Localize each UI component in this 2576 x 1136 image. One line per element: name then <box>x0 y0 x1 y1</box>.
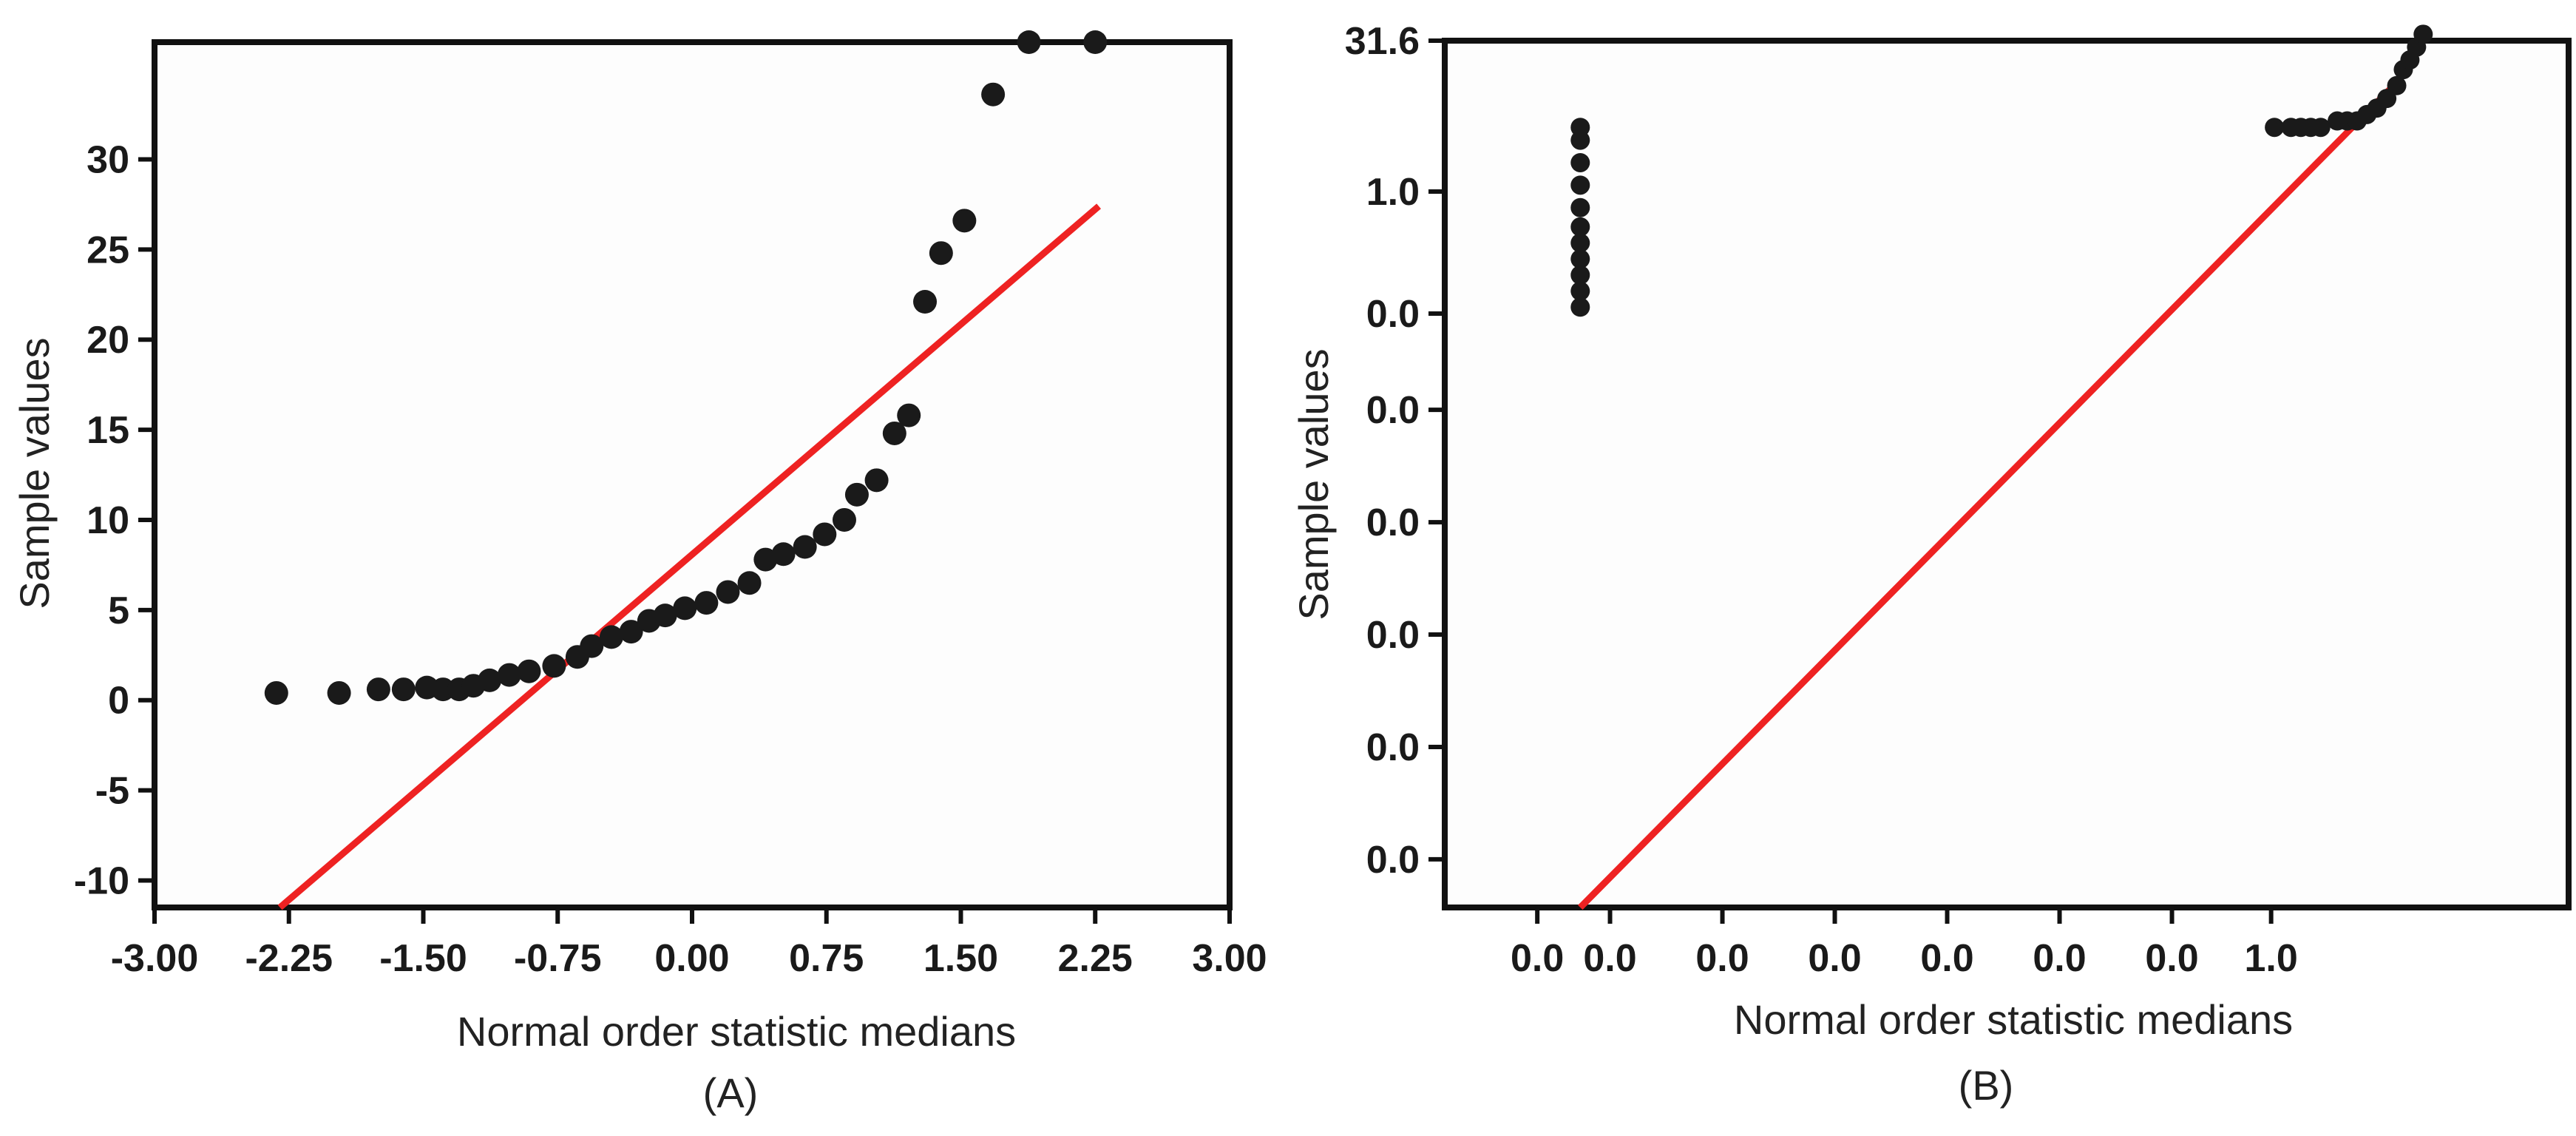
panel-b-data-point <box>1570 175 1590 195</box>
panel-a-data-point <box>929 241 953 266</box>
panel-b-reference-line <box>1578 80 2399 910</box>
panel-b-x-tick-label: 1.0 <box>2244 937 2297 980</box>
panel-b-x-tick-label: 0.0 <box>1695 937 1749 980</box>
panel-a-caption: (A) <box>703 1069 759 1116</box>
panel-b-data-point <box>1570 118 1590 138</box>
panel-a-data-point <box>882 421 906 445</box>
panel-b: 0.0 0.0 0.0 0.0 0.0 0.0 0.0 1.0 0.00.00.00.00.0… <box>1290 20 2572 1109</box>
panel-a-y-axis: -10 -5 0 5 10 15 20 25 30 <box>74 138 155 902</box>
panel-b-data-point <box>1570 217 1590 237</box>
panel-a-plot-frame <box>152 39 1233 910</box>
panel-b-x-tick-label: 0.0 <box>1808 937 1861 980</box>
panel-a-y-tick-label: 5 <box>108 589 129 632</box>
panel-b-y-tick-label: 1.0 <box>1366 171 1420 214</box>
panel-b-data-point <box>1570 233 1590 253</box>
panel-a-y-axis-title: Sample values <box>11 337 58 609</box>
panel-b-data-point <box>2413 24 2433 44</box>
panel-a-y-tick-label: 30 <box>87 138 129 181</box>
panel-b-x-tick-label: 0.0 <box>1920 937 1973 980</box>
panel-b-y-axis-title: Sample values <box>1290 348 1337 620</box>
panel-a: -3.00 -2.25 -1.50 -0.75 0.00 0.75 1.50 2.25 3.00… <box>11 30 1267 1116</box>
panel-a-x-tick-label: 0.75 <box>789 937 864 980</box>
panel-a-x-tick-label: -3.00 <box>111 937 199 980</box>
panel-a-data-point <box>813 522 837 547</box>
panel-a-x-axis: -3.00 -2.25 -1.50 -0.75 0.00 0.75 1.50 2.25 3.00 <box>111 907 1267 980</box>
panel-b-y-axis: 0.0 0.0 0.0 0.0 0.0 0.0 1.0 31.6 <box>1345 20 1445 882</box>
panel-a-data-point <box>478 668 502 692</box>
panel-b-points <box>1570 24 2433 317</box>
panel-a-data-point <box>653 604 677 628</box>
panel-b-data-point <box>2311 118 2331 138</box>
panel-b-y-tick-label: 0.0 <box>1366 501 1420 544</box>
panel-b-data-point <box>1570 297 1590 317</box>
panel-a-data-point <box>694 591 719 615</box>
panel-a-x-axis-title: Normal order statistic medians <box>457 1008 1016 1055</box>
panel-a-x-tick-label: 3.00 <box>1192 937 1267 980</box>
panel-a-data-point <box>737 571 762 595</box>
panel-b-y-tick-label: 0.0 <box>1366 614 1420 657</box>
panel-b-y-tick-label: 0.0 <box>1366 839 1420 882</box>
panel-a-x-tick-label: -1.50 <box>379 937 467 980</box>
panel-a-data-point <box>832 507 856 532</box>
panel-b-y-tick-label: 0.0 <box>1366 389 1420 432</box>
panel-b-caption: (B) <box>1959 1062 2014 1109</box>
panel-a-reference-line <box>277 203 1102 910</box>
panel-a-data-point <box>952 209 977 233</box>
panel-a-y-tick-label: 25 <box>87 229 129 271</box>
panel-b-data-point <box>1570 281 1590 301</box>
panel-a-data-point <box>753 547 778 572</box>
panel-a-data-point <box>913 290 938 314</box>
panel-a-data-point <box>1017 30 1041 54</box>
panel-a-y-tick-label: 10 <box>87 499 129 542</box>
panel-a-x-tick-label: 0.00 <box>654 937 729 980</box>
panel-a-data-point <box>391 677 416 702</box>
panel-a-y-tick-label: 15 <box>87 409 129 452</box>
panel-a-data-point <box>327 680 351 705</box>
panel-a-data-point <box>673 596 697 621</box>
panel-b-x-tick-label: 0.0 <box>2145 937 2198 980</box>
panel-b-data-point <box>1570 152 1590 172</box>
panel-b-x-tick-label: 0.0 <box>1583 937 1636 980</box>
panel-b-y-tick-label: 0.0 <box>1366 726 1420 769</box>
panel-a-data-point <box>366 677 390 702</box>
panel-a-data-point <box>599 625 623 649</box>
panel-a-data-point <box>580 634 604 658</box>
panel-a-data-point <box>981 82 1006 106</box>
panel-a-data-point <box>716 580 740 604</box>
panel-b-x-tick-label: 0.0 <box>2033 937 2086 980</box>
panel-a-data-point <box>844 482 869 507</box>
panel-b-x-tick-label: 0.0 <box>1511 937 1564 980</box>
panel-a-y-tick-label: 20 <box>87 319 129 362</box>
panel-a-data-point <box>264 680 288 705</box>
panel-a-x-tick-label: -0.75 <box>514 937 602 980</box>
panel-a-data-point <box>497 663 521 687</box>
panel-a-x-tick-label: 1.50 <box>923 937 998 980</box>
panel-a-data-point <box>864 468 889 493</box>
panel-a-x-tick-label: 2.25 <box>1058 937 1133 980</box>
panel-b-data-point <box>2387 75 2407 95</box>
panel-a-data-point <box>619 620 643 644</box>
panel-b-data-point <box>1570 265 1590 285</box>
panel-b-data-point <box>2265 118 2285 138</box>
panel-a-points <box>264 30 1108 705</box>
panel-a-y-tick-label: -10 <box>74 859 129 902</box>
panel-b-data-point <box>1570 249 1590 269</box>
panel-b-y-tick-label: 0.0 <box>1366 293 1420 336</box>
panel-a-data-point <box>771 542 796 567</box>
panel-b-y-tick-label: 31.6 <box>1345 20 1420 63</box>
panel-a-y-tick-label: 0 <box>108 680 129 723</box>
panel-a-data-point <box>1083 30 1108 54</box>
panel-b-x-axis: 0.0 0.0 0.0 0.0 0.0 0.0 0.0 1.0 <box>1511 907 2298 980</box>
panel-a-data-point <box>517 659 541 683</box>
panel-a-x-tick-label: -2.25 <box>245 937 333 980</box>
panel-a-data-point <box>793 535 817 559</box>
panel-a-data-point <box>897 403 921 427</box>
panel-a-y-tick-label: -5 <box>95 770 129 813</box>
panel-b-data-point <box>1570 197 1590 217</box>
panel-b-x-axis-title: Normal order statistic medians <box>1734 996 2293 1043</box>
panel-a-data-point <box>542 654 566 678</box>
